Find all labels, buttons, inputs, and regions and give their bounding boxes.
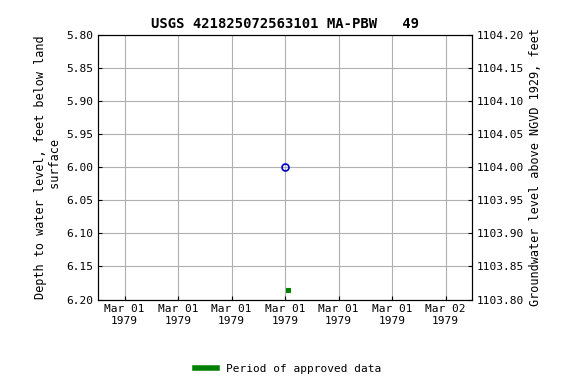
Title: USGS 421825072563101 MA-PBW   49: USGS 421825072563101 MA-PBW 49 — [151, 17, 419, 31]
Y-axis label: Groundwater level above NGVD 1929, feet: Groundwater level above NGVD 1929, feet — [529, 28, 541, 306]
Legend: Period of approved data: Period of approved data — [191, 359, 385, 379]
Y-axis label: Depth to water level, feet below land
 surface: Depth to water level, feet below land su… — [34, 35, 62, 299]
